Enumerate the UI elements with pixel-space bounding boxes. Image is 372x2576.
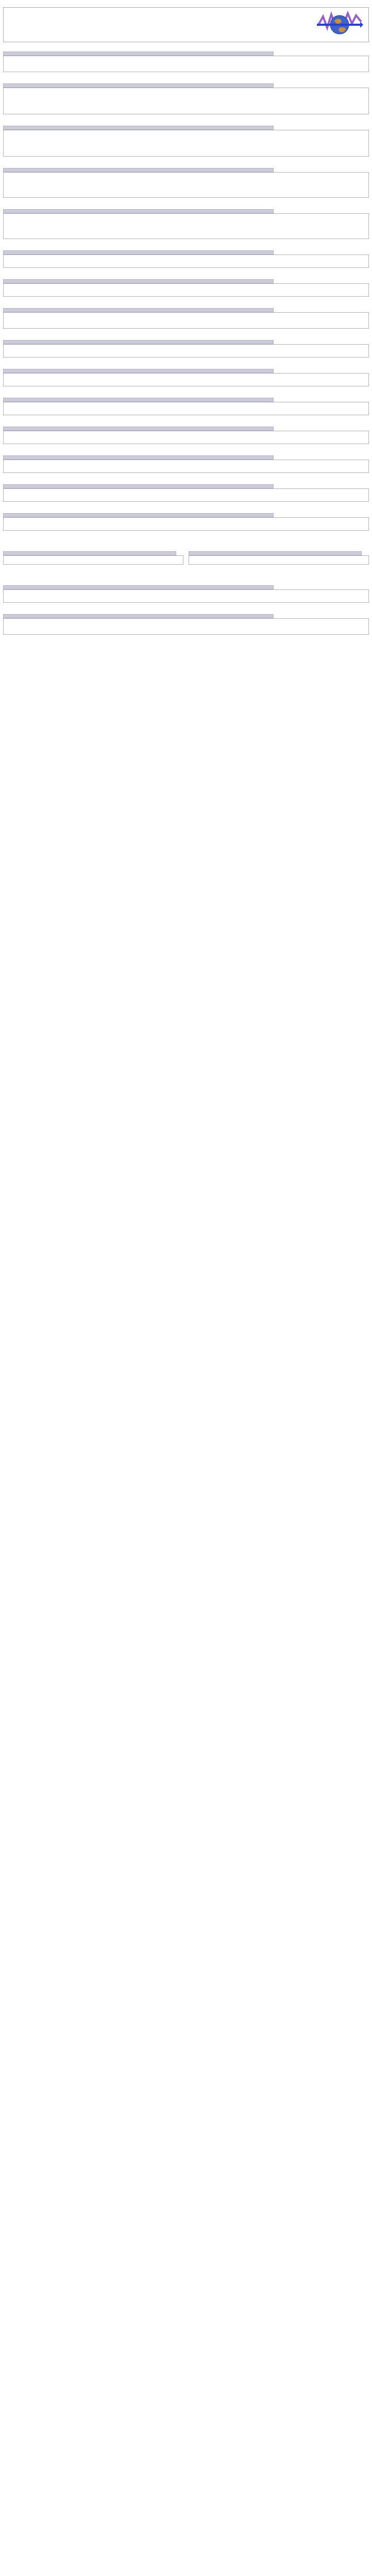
section-keywords	[188, 551, 369, 565]
summary-title	[3, 52, 274, 56]
domains-title	[3, 250, 274, 255]
section-hosts	[3, 279, 369, 297]
keywords-title	[188, 551, 362, 555]
section-operating-systems	[3, 455, 369, 473]
http-status-title	[3, 614, 274, 618]
section-file-type	[3, 369, 369, 386]
hours-title	[3, 209, 274, 213]
keyphrases-body	[3, 555, 184, 565]
section-days-of-month	[3, 126, 369, 157]
days-of-month-body	[3, 130, 369, 157]
search-sections	[3, 542, 369, 576]
section-connect-from	[3, 513, 369, 531]
section-summary	[3, 52, 369, 72]
hosts-body	[3, 283, 369, 297]
section-robots	[3, 308, 369, 329]
section-domains	[3, 250, 369, 268]
days-of-month-chart	[6, 137, 366, 143]
operating-systems-body	[3, 460, 369, 473]
monthly-history-body	[3, 88, 369, 114]
http-status-body	[3, 618, 369, 635]
domains-body	[3, 255, 369, 268]
robots-title	[3, 308, 274, 312]
summary-body	[3, 56, 369, 72]
awstats-page	[0, 0, 372, 662]
downloads-body	[3, 402, 369, 415]
monthly-history-title	[3, 83, 274, 88]
pages-url-title	[3, 427, 274, 431]
miscellaneous-title	[3, 585, 274, 589]
connect-from-body	[3, 517, 369, 531]
pages-url-body	[3, 431, 369, 444]
section-browsers	[3, 484, 369, 502]
section-monthly-history	[3, 83, 369, 114]
days-of-week-title	[3, 168, 274, 172]
hosts-title	[3, 279, 274, 283]
miscellaneous-body	[3, 589, 369, 603]
hours-chart	[6, 220, 366, 226]
visits-duration-title	[3, 340, 274, 344]
file-type-body	[3, 373, 369, 386]
robots-body	[3, 312, 369, 329]
section-downloads	[3, 398, 369, 415]
section-visits-duration	[3, 340, 369, 358]
days-of-month-title	[3, 126, 274, 130]
browsers-title	[3, 484, 274, 488]
browsers-body	[3, 488, 369, 502]
downloads-title	[3, 398, 274, 402]
report-header	[3, 7, 369, 42]
operating-systems-title	[3, 455, 274, 460]
hours-body	[3, 213, 369, 239]
monthly-history-chart	[6, 94, 366, 100]
connect-from-title	[3, 513, 274, 517]
section-days-of-week	[3, 168, 369, 198]
keywords-body	[188, 555, 369, 565]
days-of-week-body	[3, 172, 369, 198]
days-of-week-chart	[6, 179, 366, 185]
section-keyphrases	[3, 551, 184, 565]
file-type-title	[3, 369, 274, 373]
awstats-logo	[317, 10, 363, 35]
visits-duration-body	[3, 344, 369, 358]
section-miscellaneous	[3, 585, 369, 603]
section-pages-url	[3, 427, 369, 444]
section-http-status	[3, 614, 369, 635]
keyphrases-title	[3, 551, 176, 555]
section-hours	[3, 209, 369, 239]
